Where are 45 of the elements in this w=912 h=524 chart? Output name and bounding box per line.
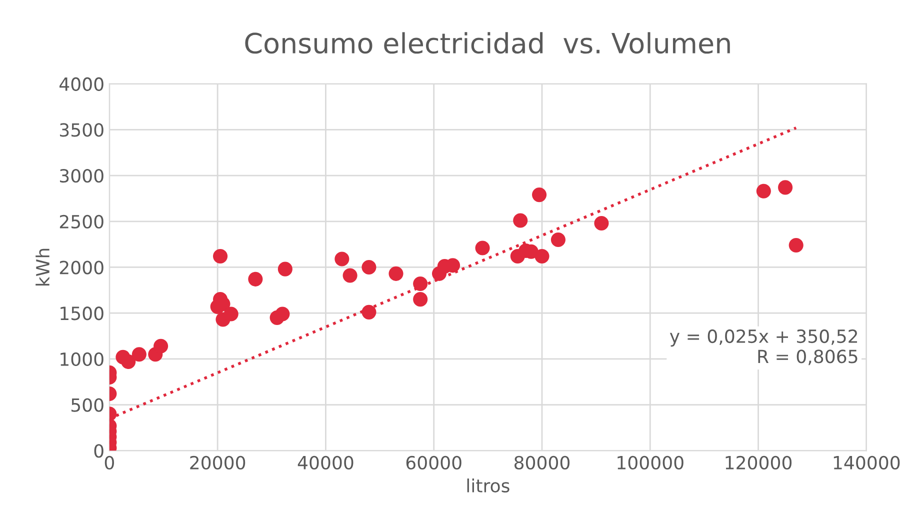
- y-tick-label: 2000: [60, 260, 104, 274]
- point: [788, 238, 804, 253]
- point: [212, 248, 228, 264]
- point: [594, 216, 609, 231]
- point: [334, 252, 350, 266]
- y-tick-label: 4000: [60, 77, 104, 91]
- x-tick-label: 60000: [406, 456, 462, 470]
- point: [121, 354, 136, 369]
- x-tick-label: 100000: [618, 456, 684, 470]
- y-axis-title: kWh: [36, 248, 50, 286]
- y-tick-label: 500: [72, 398, 104, 412]
- point: [278, 262, 292, 276]
- annotation: y = 0,025x + 350,52 R = 0,8065: [670, 329, 858, 366]
- x-tick-label: 120000: [726, 456, 792, 470]
- y-tick-label: 1000: [60, 352, 104, 366]
- x-tick-label: 40000: [298, 456, 354, 470]
- point: [756, 184, 771, 198]
- point: [513, 213, 528, 228]
- chart-title: Consumo electricidad vs. Volumen: [245, 32, 730, 54]
- point: [248, 272, 263, 286]
- point: [388, 266, 404, 281]
- point: [413, 292, 428, 307]
- x-tick-label: 140000: [834, 456, 900, 470]
- y-tick-label: 0: [94, 444, 104, 458]
- y-tick-label: 1500: [60, 306, 104, 320]
- point: [413, 276, 428, 292]
- point: [362, 260, 376, 275]
- x-tick-label: 0: [104, 456, 114, 470]
- point: [550, 232, 566, 248]
- x-tick-label: 20000: [190, 456, 246, 470]
- point: [475, 240, 490, 256]
- point: [224, 306, 238, 322]
- x-tick-label: 80000: [514, 456, 570, 470]
- point: [154, 338, 168, 354]
- y-tick-label: 2500: [60, 214, 104, 229]
- y-tick-label: 3500: [60, 123, 104, 137]
- point: [534, 248, 550, 264]
- point: [342, 268, 358, 283]
- point: [362, 304, 376, 320]
- point: [778, 180, 793, 195]
- x-axis-title: litros: [467, 478, 510, 493]
- point: [275, 306, 290, 322]
- point: [532, 188, 547, 202]
- y-tick-label: 3000: [60, 169, 104, 183]
- point: [132, 347, 146, 362]
